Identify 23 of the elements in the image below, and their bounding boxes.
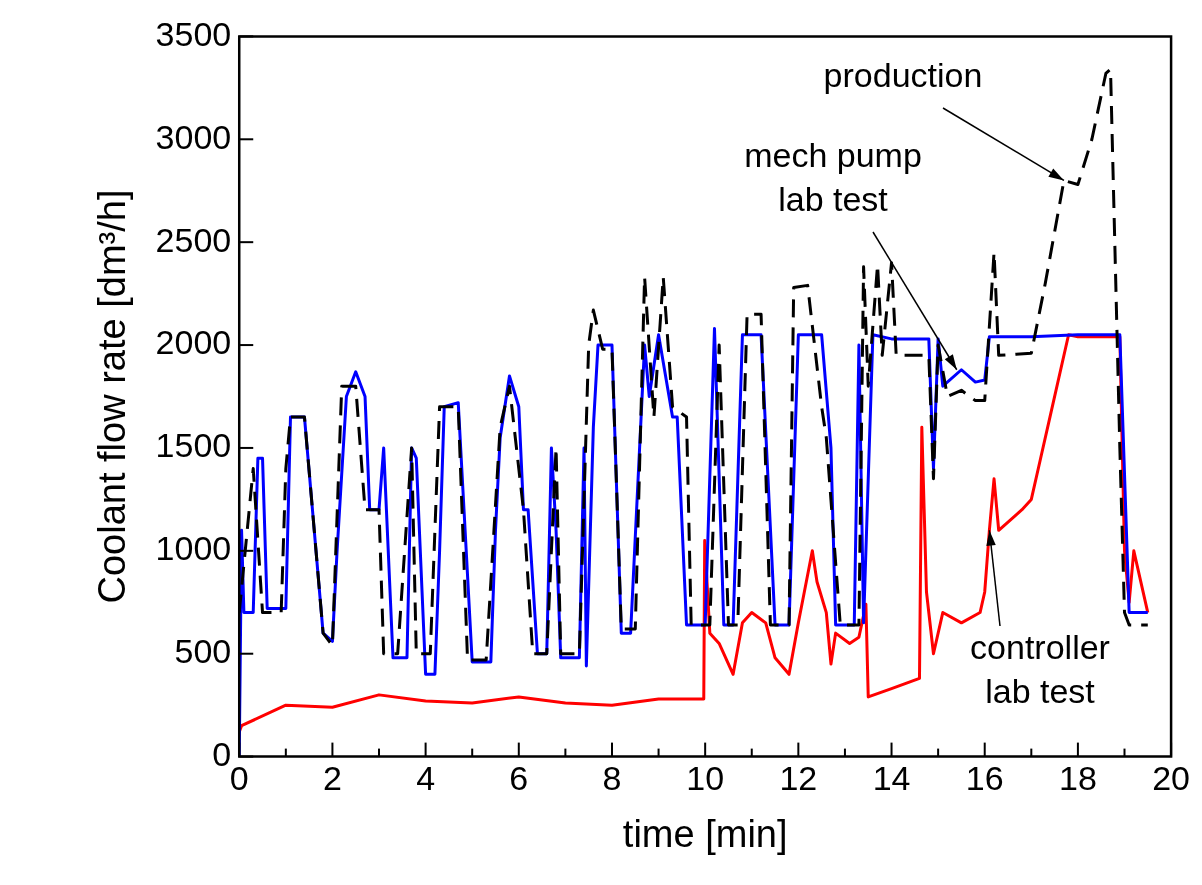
y-tick-label: 3000 (155, 117, 232, 156)
x-tick-label: 8 (602, 759, 622, 798)
x-tick-label: 4 (416, 759, 436, 798)
y-axis-title: Coolant flow rate [dm³/h] (91, 189, 134, 604)
x-tick-label: 20 (1152, 759, 1190, 798)
annotation: controller lab test (970, 628, 1110, 711)
x-axis-title: time [min] (622, 812, 788, 855)
x-tick-label: 6 (509, 759, 529, 798)
x-tick-label: 16 (965, 759, 1004, 798)
y-tick-label: 2000 (155, 323, 232, 362)
y-tick-label: 2500 (155, 220, 232, 259)
x-tick-label: 12 (779, 759, 818, 798)
y-tick-label: 0 (212, 734, 232, 773)
y-tick-label: 500 (174, 632, 232, 671)
x-tick-label: 14 (872, 759, 911, 798)
x-tick-label: 2 (322, 759, 342, 798)
annotation: production (823, 56, 983, 95)
y-tick-label: 3500 (155, 14, 232, 53)
x-tick-label: 18 (1058, 759, 1097, 798)
y-tick-label: 1500 (155, 426, 232, 465)
annotation: mech pump lab test (744, 136, 922, 219)
x-tick-label: 10 (686, 759, 725, 798)
y-tick-label: 1000 (155, 529, 232, 568)
